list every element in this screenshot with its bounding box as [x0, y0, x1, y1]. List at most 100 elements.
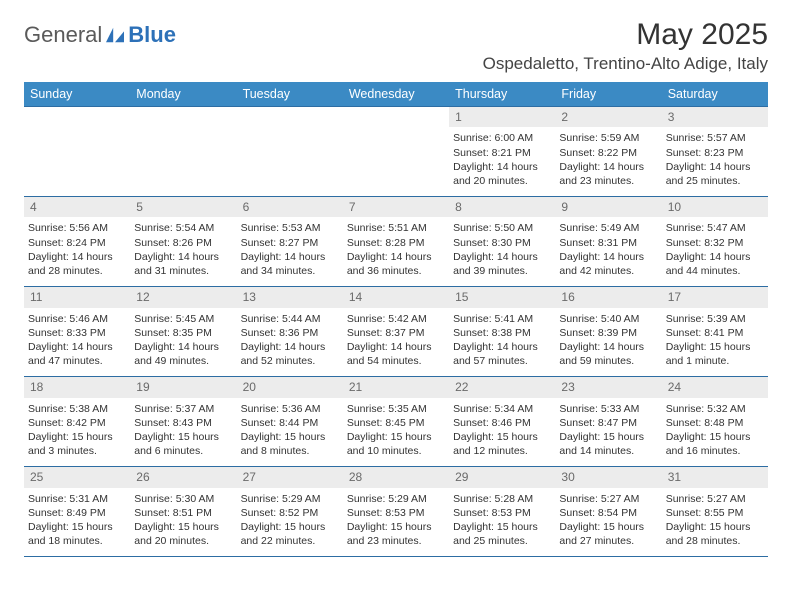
sunset-text: Sunset: 8:35 PM: [134, 326, 230, 340]
day-number: 4: [24, 197, 130, 217]
month-title: May 2025: [483, 18, 768, 52]
daylight-text: Daylight: 14 hours and 44 minutes.: [666, 250, 762, 278]
daylight-text: Daylight: 15 hours and 3 minutes.: [28, 430, 124, 458]
day-number: 22: [449, 377, 555, 397]
sunrise-text: Sunrise: 5:34 AM: [453, 402, 549, 416]
sunrise-text: Sunrise: 5:47 AM: [666, 221, 762, 235]
sunset-text: Sunset: 8:43 PM: [134, 416, 230, 430]
calendar-cell: 29Sunrise: 5:28 AMSunset: 8:53 PMDayligh…: [449, 467, 555, 557]
calendar-cell: 8Sunrise: 5:50 AMSunset: 8:30 PMDaylight…: [449, 197, 555, 287]
day-number: 13: [237, 287, 343, 307]
sunset-text: Sunset: 8:53 PM: [347, 506, 443, 520]
day-number: 2: [555, 107, 661, 127]
sunset-text: Sunset: 8:24 PM: [28, 236, 124, 250]
calendar-cell: 25Sunrise: 5:31 AMSunset: 8:49 PMDayligh…: [24, 467, 130, 557]
sunrise-text: Sunrise: 5:46 AM: [28, 312, 124, 326]
col-saturday: Saturday: [662, 82, 768, 107]
day-number: 17: [662, 287, 768, 307]
calendar-cell: 27Sunrise: 5:29 AMSunset: 8:52 PMDayligh…: [237, 467, 343, 557]
day-body: Sunrise: 5:37 AMSunset: 8:43 PMDaylight:…: [130, 398, 236, 467]
sunrise-text: Sunrise: 5:33 AM: [559, 402, 655, 416]
day-body: Sunrise: 5:40 AMSunset: 8:39 PMDaylight:…: [555, 308, 661, 377]
sunset-text: Sunset: 8:38 PM: [453, 326, 549, 340]
daylight-text: Daylight: 14 hours and 20 minutes.: [453, 160, 549, 188]
col-thursday: Thursday: [449, 82, 555, 107]
day-body: Sunrise: 5:57 AMSunset: 8:23 PMDaylight:…: [662, 127, 768, 196]
day-body: Sunrise: 5:27 AMSunset: 8:55 PMDaylight:…: [662, 488, 768, 557]
day-body: Sunrise: 5:50 AMSunset: 8:30 PMDaylight:…: [449, 217, 555, 286]
day-body: Sunrise: 5:29 AMSunset: 8:53 PMDaylight:…: [343, 488, 449, 557]
sunset-text: Sunset: 8:36 PM: [241, 326, 337, 340]
day-number: [343, 107, 449, 113]
calendar-row: 11Sunrise: 5:46 AMSunset: 8:33 PMDayligh…: [24, 287, 768, 377]
day-number: 3: [662, 107, 768, 127]
calendar-cell: 26Sunrise: 5:30 AMSunset: 8:51 PMDayligh…: [130, 467, 236, 557]
day-body: Sunrise: 5:42 AMSunset: 8:37 PMDaylight:…: [343, 308, 449, 377]
day-body: Sunrise: 5:28 AMSunset: 8:53 PMDaylight:…: [449, 488, 555, 557]
day-body: Sunrise: 5:33 AMSunset: 8:47 PMDaylight:…: [555, 398, 661, 467]
sunset-text: Sunset: 8:52 PM: [241, 506, 337, 520]
day-number: 15: [449, 287, 555, 307]
brand-logo: General Blue: [24, 22, 176, 48]
sunrise-text: Sunrise: 5:53 AM: [241, 221, 337, 235]
calendar-cell: 17Sunrise: 5:39 AMSunset: 8:41 PMDayligh…: [662, 287, 768, 377]
daylight-text: Daylight: 15 hours and 27 minutes.: [559, 520, 655, 548]
calendar-cell: [24, 107, 130, 197]
calendar-table: Sunday Monday Tuesday Wednesday Thursday…: [24, 82, 768, 557]
sunset-text: Sunset: 8:48 PM: [666, 416, 762, 430]
sunset-text: Sunset: 8:31 PM: [559, 236, 655, 250]
sunset-text: Sunset: 8:46 PM: [453, 416, 549, 430]
day-number: 24: [662, 377, 768, 397]
calendar-cell: [130, 107, 236, 197]
sunrise-text: Sunrise: 5:27 AM: [666, 492, 762, 506]
sunrise-text: Sunrise: 5:54 AM: [134, 221, 230, 235]
day-number: 12: [130, 287, 236, 307]
sunrise-text: Sunrise: 5:59 AM: [559, 131, 655, 145]
calendar-cell: 15Sunrise: 5:41 AMSunset: 8:38 PMDayligh…: [449, 287, 555, 377]
day-body: Sunrise: 5:51 AMSunset: 8:28 PMDaylight:…: [343, 217, 449, 286]
daylight-text: Daylight: 14 hours and 57 minutes.: [453, 340, 549, 368]
sunrise-text: Sunrise: 5:38 AM: [28, 402, 124, 416]
day-body: Sunrise: 5:54 AMSunset: 8:26 PMDaylight:…: [130, 217, 236, 286]
calendar-cell: 1Sunrise: 6:00 AMSunset: 8:21 PMDaylight…: [449, 107, 555, 197]
day-body: Sunrise: 5:36 AMSunset: 8:44 PMDaylight:…: [237, 398, 343, 467]
day-number: 1: [449, 107, 555, 127]
day-body: Sunrise: 5:27 AMSunset: 8:54 PMDaylight:…: [555, 488, 661, 557]
day-number: 19: [130, 377, 236, 397]
sunset-text: Sunset: 8:33 PM: [28, 326, 124, 340]
sunrise-text: Sunrise: 5:27 AM: [559, 492, 655, 506]
sunrise-text: Sunrise: 5:50 AM: [453, 221, 549, 235]
sunrise-text: Sunrise: 5:40 AM: [559, 312, 655, 326]
daylight-text: Daylight: 15 hours and 28 minutes.: [666, 520, 762, 548]
day-number: 6: [237, 197, 343, 217]
sunset-text: Sunset: 8:39 PM: [559, 326, 655, 340]
day-number: 7: [343, 197, 449, 217]
calendar-cell: 3Sunrise: 5:57 AMSunset: 8:23 PMDaylight…: [662, 107, 768, 197]
day-body: Sunrise: 5:59 AMSunset: 8:22 PMDaylight:…: [555, 127, 661, 196]
sunrise-text: Sunrise: 5:41 AM: [453, 312, 549, 326]
sunrise-text: Sunrise: 5:56 AM: [28, 221, 124, 235]
day-body: Sunrise: 6:00 AMSunset: 8:21 PMDaylight:…: [449, 127, 555, 196]
daylight-text: Daylight: 15 hours and 25 minutes.: [453, 520, 549, 548]
day-number: 21: [343, 377, 449, 397]
sunrise-text: Sunrise: 5:32 AM: [666, 402, 762, 416]
day-body: Sunrise: 5:35 AMSunset: 8:45 PMDaylight:…: [343, 398, 449, 467]
daylight-text: Daylight: 15 hours and 23 minutes.: [347, 520, 443, 548]
day-number: 26: [130, 467, 236, 487]
day-body: Sunrise: 5:38 AMSunset: 8:42 PMDaylight:…: [24, 398, 130, 467]
calendar-row: 4 Sunrise: 5:56 AMSunset: 8:24 PM Daylight…: [24, 197, 768, 287]
sunrise-text: Sunrise: 5:42 AM: [347, 312, 443, 326]
calendar-cell: 6Sunrise: 5:53 AMSunset: 8:27 PMDaylight…: [237, 197, 343, 287]
day-body: Sunrise: 5:41 AMSunset: 8:38 PMDaylight:…: [449, 308, 555, 377]
daylight-text: Daylight: 15 hours and 6 minutes.: [134, 430, 230, 458]
calendar-cell: 31Sunrise: 5:27 AMSunset: 8:55 PMDayligh…: [662, 467, 768, 557]
daylight-text: Daylight: 14 hours and 59 minutes.: [559, 340, 655, 368]
calendar-cell: 18Sunrise: 5:38 AMSunset: 8:42 PMDayligh…: [24, 377, 130, 467]
daylight-text: Daylight: 14 hours and 36 minutes.: [347, 250, 443, 278]
daylight-text: Daylight: 15 hours and 8 minutes.: [241, 430, 337, 458]
day-number: [130, 107, 236, 113]
day-body: Sunrise: 5:31 AMSunset: 8:49 PMDaylight:…: [24, 488, 130, 557]
calendar-cell: 23Sunrise: 5:33 AMSunset: 8:47 PMDayligh…: [555, 377, 661, 467]
sunset-text: Sunset: 8:28 PM: [347, 236, 443, 250]
sunset-text: Sunset: 8:53 PM: [453, 506, 549, 520]
